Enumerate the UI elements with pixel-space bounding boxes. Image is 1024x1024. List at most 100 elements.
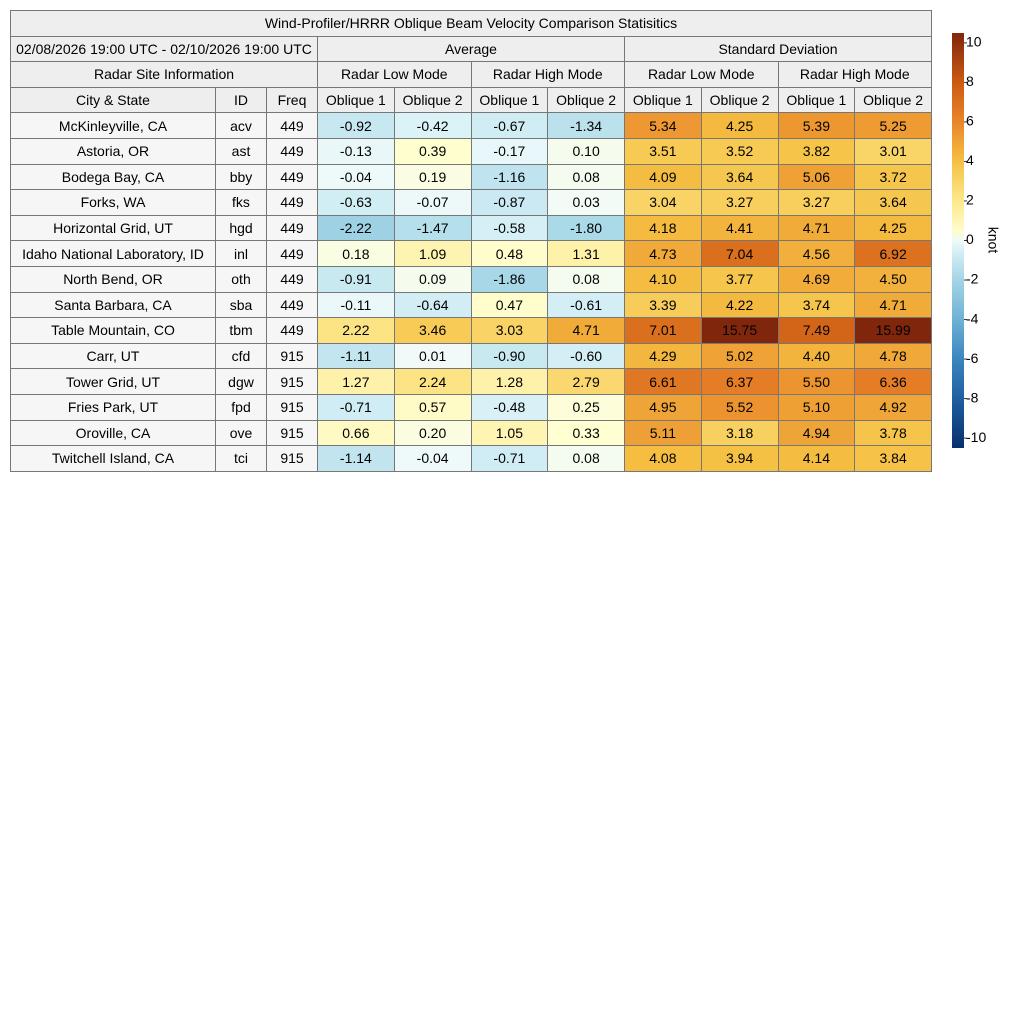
value-cell: -0.04 [317, 163, 395, 191]
value-cell: -1.16 [470, 163, 549, 191]
value-cell: 0.66 [317, 419, 395, 447]
value-cell: 4.56 [777, 240, 856, 267]
value-cell: 4.14 [777, 445, 856, 472]
site-cell: 449 [266, 291, 318, 319]
table-row: Horizontal Grid, UT hgd 449 -2.22 -1.47 -0.58… [10, 214, 932, 242]
site-cell: bby [215, 163, 267, 191]
value-cell: -0.48 [470, 393, 549, 421]
value-cell: -1.80 [547, 214, 625, 242]
site-cell: Table Mountain, CO [10, 317, 216, 344]
value-cell: 0.48 [470, 240, 549, 267]
value-cell: 3.74 [777, 291, 856, 319]
value-cell: 4.73 [624, 240, 702, 267]
table-row: Astoria, OR ast 449 -0.13 0.39 -0.17 0.10 3.51 3… [10, 137, 932, 165]
column-header: Oblique 1 [624, 86, 702, 114]
site-cell: fks [215, 189, 267, 216]
table-title: Wind-Profiler/HRRR Oblique Beam Velocity… [10, 10, 932, 37]
site-cell: 915 [266, 342, 318, 370]
value-cell: -0.17 [470, 137, 549, 165]
site-cell: Carr, UT [10, 342, 216, 370]
value-cell: 1.09 [393, 240, 472, 267]
value-cell: 0.10 [547, 137, 625, 165]
value-cell: -0.11 [317, 291, 395, 319]
table-row: Idaho National Laboratory, ID inl 449 0.18 1… [10, 240, 932, 267]
value-cell: 5.25 [854, 112, 932, 139]
date-range: 02/08/2026 19:00 UTC - 02/10/2026 19:00 … [10, 35, 318, 63]
colorbar-tick-label: -6 [966, 350, 979, 366]
table-row: Table Mountain, CO tbm 449 2.22 3.46 3.03 4.71… [10, 317, 932, 344]
value-cell: 4.78 [854, 342, 932, 370]
mode-header: Radar Low Mode [317, 61, 472, 88]
table-row: Tower Grid, UT dgw 915 1.27 2.24 1.28 2.79 6.61… [10, 368, 932, 395]
value-cell: -0.58 [470, 214, 549, 242]
value-cell: 0.33 [547, 419, 625, 447]
site-info-header: Radar Site Information [10, 61, 318, 88]
value-cell: 6.36 [854, 368, 932, 395]
value-cell: 3.84 [854, 445, 932, 472]
stats-table: Wind-Profiler/HRRR Oblique Beam Velocity… [10, 10, 932, 472]
site-cell: 449 [266, 214, 318, 242]
column-header: Oblique 1 [470, 86, 549, 114]
value-cell: -1.11 [317, 342, 395, 370]
column-header: City & State [10, 86, 216, 114]
colorbar-tick-label: 8 [966, 73, 974, 89]
value-cell: -0.64 [393, 291, 472, 319]
value-cell: 0.47 [470, 291, 549, 319]
value-cell: 3.04 [624, 189, 702, 216]
value-cell: -0.71 [470, 445, 549, 472]
value-cell: 3.18 [700, 419, 779, 447]
value-cell: 4.08 [624, 445, 702, 472]
value-cell: -0.42 [393, 112, 472, 139]
value-cell: 7.04 [700, 240, 779, 267]
value-cell: 7.49 [777, 317, 856, 344]
site-cell: inl [215, 240, 267, 267]
site-cell: ast [215, 137, 267, 165]
value-cell: 15.99 [854, 317, 932, 344]
group-header: Average [317, 35, 625, 63]
value-cell: 0.09 [393, 265, 472, 293]
value-cell: 2.79 [547, 368, 625, 395]
value-cell: 3.27 [777, 189, 856, 216]
value-cell: 15.75 [700, 317, 779, 344]
value-cell: 3.27 [700, 189, 779, 216]
value-cell: -0.63 [317, 189, 395, 216]
colorbar-tick-label: 0 [966, 231, 974, 247]
table-row: McKinleyville, CA acv 449 -0.92 -0.42 -0.67 -1… [10, 112, 932, 139]
value-cell: 0.39 [393, 137, 472, 165]
value-cell: -0.91 [317, 265, 395, 293]
value-cell: -0.07 [393, 189, 472, 216]
value-cell: 7.01 [624, 317, 702, 344]
colorbar: knot -10 -8 -6 -4 -2 0 2 4 6 8 10 [952, 33, 1001, 448]
site-cell: 449 [266, 317, 318, 344]
value-cell: 6.61 [624, 368, 702, 395]
value-cell: 4.71 [547, 317, 625, 344]
colorbar-tick-label: 4 [966, 152, 974, 168]
value-cell: -0.60 [547, 342, 625, 370]
table-row: Carr, UT cfd 915 -1.11 0.01 -0.90 -0.60 4.29 5.0… [10, 342, 932, 370]
value-cell: -1.34 [547, 112, 625, 139]
value-cell: -0.61 [547, 291, 625, 319]
group-header: Standard Deviation [624, 35, 932, 63]
value-cell: 1.27 [317, 368, 395, 395]
colorbar-gradient [952, 33, 964, 448]
value-cell: 5.02 [700, 342, 779, 370]
site-cell: tci [215, 445, 267, 472]
value-cell: 4.41 [700, 214, 779, 242]
site-cell: 449 [266, 112, 318, 139]
table-row: Wind-Profiler/HRRR Oblique Beam Velocity… [10, 10, 932, 37]
table-row: Bodega Bay, CA bby 449 -0.04 0.19 -1.16 0.08 4.… [10, 163, 932, 191]
table-row: Fries Park, UT fpd 915 -0.71 0.57 -0.48 0.25 4.… [10, 393, 932, 421]
site-cell: Idaho National Laboratory, ID [10, 240, 216, 267]
site-cell: 915 [266, 393, 318, 421]
table-row: Twitchell Island, CA tci 915 -1.14 -0.04 -0.7… [10, 445, 932, 472]
colorbar-tick-label: -10 [966, 429, 986, 445]
value-cell: 4.18 [624, 214, 702, 242]
value-cell: 4.95 [624, 393, 702, 421]
site-cell: 449 [266, 163, 318, 191]
site-cell: 915 [266, 445, 318, 472]
value-cell: 4.25 [854, 214, 932, 242]
value-cell: 5.50 [777, 368, 856, 395]
site-cell: sba [215, 291, 267, 319]
colorbar-label: knot [985, 227, 1001, 254]
site-cell: hgd [215, 214, 267, 242]
